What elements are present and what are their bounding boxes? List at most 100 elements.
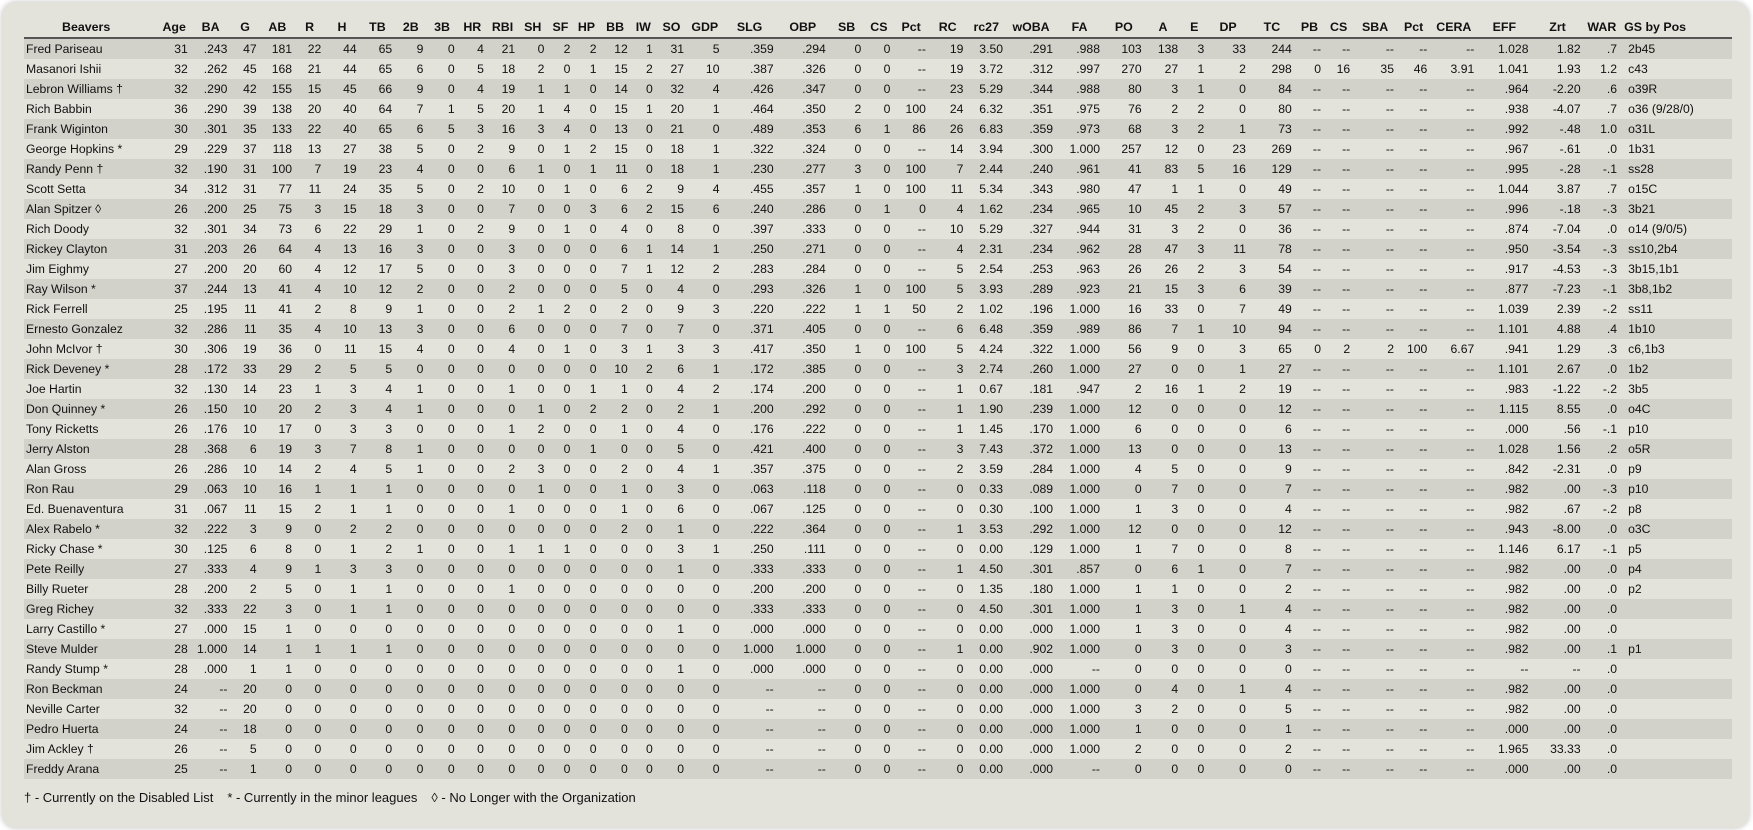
table-row[interactable]: Billy Rueter 28.200 2 5 0 1 1 0 0 0 1 0 0 0 0 0 0 0.200.2… — [24, 579, 1732, 599]
stat-cell: .100 — [1006, 499, 1057, 519]
column-header[interactable]: Zrt — [1531, 17, 1584, 39]
table-row[interactable]: Masanori Ishii 32.262 45 168 21 44 65 6 0 5 18 2 0 1 1… — [24, 59, 1732, 79]
table-row[interactable]: Ron Beckman 24 -- 20 0 0 0 0 0 0 0 0 0 0 0 0 0 0 0 -- -- 0 0 --… — [24, 679, 1732, 699]
table-row[interactable]: Freddy Arana 25 -- 1 0 0 0 0 0 0 0 0 0 0 0 0 0 0 0 -- -- 0 0 --… — [24, 759, 1732, 779]
column-header[interactable]: IW — [630, 17, 656, 39]
column-header[interactable]: SLG — [722, 17, 777, 39]
column-header[interactable]: SO — [655, 17, 688, 39]
column-header[interactable]: Pct — [1396, 17, 1431, 39]
table-row[interactable]: Alan Gross 26.286 10 14 2 4 5 1 0 0 2 3 0 0 2 0 4 1.357.3… — [24, 459, 1732, 479]
table-row[interactable]: Fred Pariseau 31.243 47 181 22 44 65 9 0 4 21 0 2 2 12… — [24, 38, 1732, 59]
stat-cell: 0 — [295, 579, 325, 599]
table-row[interactable]: Lebron Williams † 32.290 42 155 15 45 66 9 0 4 19 1… — [24, 79, 1732, 99]
stat-cell: 0 — [573, 679, 600, 699]
column-header[interactable]: RBI — [486, 17, 519, 39]
column-header[interactable]: A — [1144, 17, 1182, 39]
table-row[interactable]: Jim Eighmy 27.200 20 60 4 12 17 5 0 0 3 0 0 0 7 1 12 2.28… — [24, 259, 1732, 279]
stat-cell: 1 — [864, 299, 894, 319]
table-row[interactable]: Joe Hartin 32.130 14 23 1 3 4 1 0 0 1 0 0 1 1 0 4 2.174.2… — [24, 379, 1732, 399]
table-row[interactable]: Alex Rabelo * 32.222 3 9 0 2 2 0 0 0 0 0 0 0 2 0 1 0.222.… — [24, 519, 1732, 539]
column-header[interactable]: HR — [457, 17, 487, 39]
column-header[interactable]: Beavers — [24, 17, 158, 39]
table-row[interactable]: John McIvor † 30.306 19 36 0 11 15 4 0 0 4 0 1 0 3 1 3 3.… — [24, 339, 1732, 359]
table-row[interactable]: Pedro Huerta 24 -- 18 0 0 0 0 0 0 0 0 0 0 0 0 0 0 0 -- -- 0 0-… — [24, 719, 1732, 739]
column-header[interactable]: wOBA — [1006, 17, 1057, 39]
column-header[interactable]: WAR — [1583, 17, 1621, 39]
table-row[interactable]: Rich Doody 32.301 34 73 6 22 29 1 0 2 9 0 1 0 4 0 8 0.397… — [24, 219, 1732, 239]
table-row[interactable]: Alan Spitzer ◊ 26.200 25 75 3 15 18 3 0 0 7 0 0 3 6 2 15… — [24, 199, 1732, 219]
table-row[interactable]: Tony Ricketts 26.176 10 17 0 3 3 0 0 0 1 2 0 0 1 0 4 0.17… — [24, 419, 1732, 439]
column-header[interactable]: SF — [547, 17, 574, 39]
column-header[interactable]: G — [230, 17, 260, 39]
stat-cell: 4 — [359, 379, 396, 399]
column-header[interactable]: TB — [359, 17, 396, 39]
column-header[interactable]: rc27 — [966, 17, 1007, 39]
column-header[interactable]: OBP — [776, 17, 829, 39]
stat-cell: -- — [893, 579, 929, 599]
stat-cell: .357 — [722, 459, 777, 479]
table-row[interactable]: Rickey Clayton 31.203 26 64 4 13 16 3 0 0 3 0 0 0 6 1 14… — [24, 239, 1732, 259]
table-row[interactable]: Larry Castillo * 27.000 15 1 0 0 0 0 0 0 0 0 0 0 0 0 1 0.… — [24, 619, 1732, 639]
table-row[interactable]: Rick Deveney * 28.172 33 29 2 5 5 0 0 0 0 0 0 0 10 2 6 1.… — [24, 359, 1732, 379]
column-header[interactable]: GS by Pos — [1620, 17, 1732, 39]
table-row[interactable]: Steve Mulder 28 1.000 14 1 1 1 1 0 0 0 0 0 0 0 0 0 0 0 1.00… — [24, 639, 1732, 659]
column-header[interactable]: CS — [864, 17, 894, 39]
table-row[interactable]: George Hopkins * 29.229 37 118 13 27 38 5 0 2 9 0 1 2… — [24, 139, 1732, 159]
stat-cell: .000 — [1006, 699, 1057, 719]
table-row[interactable]: Don Quinney * 26.150 10 20 2 3 4 1 0 0 0 1 0 2 2 0 2 1.20… — [24, 399, 1732, 419]
table-row[interactable]: Ray Wilson * 37.244 13 41 4 10 12 2 0 0 2 0 0 0 5 0 4 0.2… — [24, 279, 1732, 299]
column-header[interactable]: HP — [573, 17, 600, 39]
table-row[interactable]: Frank Wiginton 30.301 35 133 22 40 65 6 5 3 16 3 4 0 1… — [24, 119, 1732, 139]
stat-cell: 1.146 — [1477, 539, 1532, 559]
column-header[interactable]: 2B — [395, 17, 427, 39]
column-header[interactable]: CS — [1324, 17, 1354, 39]
column-header[interactable]: PO — [1103, 17, 1145, 39]
column-header[interactable]: BB — [599, 17, 631, 39]
table-row[interactable]: Neville Carter 32 -- 20 0 0 0 0 0 0 0 0 0 0 0 0 0 0 0 -- -- 0… — [24, 699, 1732, 719]
stat-cell: 3 — [295, 439, 325, 459]
stat-cell: .982 — [1477, 619, 1532, 639]
table-row[interactable]: Greg Richey 32.333 22 3 0 1 1 0 0 0 0 0 0 0 0 0 0 0.333.3… — [24, 599, 1732, 619]
table-row[interactable]: Rick Ferrell 25.195 11 41 2 8 9 1 0 0 2 1 2 0 2 0 9 3.220… — [24, 299, 1732, 319]
column-header[interactable]: SBA — [1353, 17, 1397, 39]
stat-cell: -- — [1353, 459, 1397, 479]
stat-cell: -4.07 — [1531, 99, 1584, 119]
column-header[interactable]: GDP — [687, 17, 723, 39]
stat-cell: -- — [1430, 599, 1478, 619]
table-row[interactable]: Pete Reilly 27.333 4 9 1 3 3 0 0 0 0 0 0 0 0 0 1 0.333.33… — [24, 559, 1732, 579]
stat-cell: 0 — [864, 339, 894, 359]
player-name-cell: Don Quinney * — [24, 399, 158, 419]
table-row[interactable]: Ricky Chase * 30.125 6 8 0 1 2 1 0 0 1 1 1 0 0 0 3 1.250.… — [24, 539, 1732, 559]
stat-cell: -- — [1324, 539, 1354, 559]
column-header[interactable]: PB — [1294, 17, 1325, 39]
column-header[interactable]: RC — [928, 17, 967, 39]
column-header[interactable]: Age — [157, 17, 191, 39]
column-header[interactable]: SH — [518, 17, 548, 39]
column-header[interactable]: TC — [1248, 17, 1295, 39]
table-row[interactable]: Ed. Buenaventura 31.067 11 15 2 1 1 0 0 0 1 0 0 0 1 0 6 0… — [24, 499, 1732, 519]
column-header[interactable]: Pct — [893, 17, 929, 39]
column-header[interactable]: AB — [259, 17, 296, 39]
column-header[interactable]: SB — [828, 17, 865, 39]
column-header[interactable]: R — [295, 17, 325, 39]
table-row[interactable]: Ernesto Gonzalez 32.286 11 35 4 10 13 3 0 0 6 0 0 0 7 0… — [24, 319, 1732, 339]
table-row[interactable]: Randy Stump * 28.000 1 1 0 0 0 0 0 0 0 0 0 0 0 0 1 0.000.… — [24, 659, 1732, 679]
column-header[interactable]: BA — [190, 17, 231, 39]
table-row[interactable]: Scott Setta 34.312 31 77 11 24 35 5 0 2 10 0 1 0 6 2 9 4.… — [24, 179, 1732, 199]
table-row[interactable]: Jerry Alston 28.368 6 19 3 7 8 1 0 0 0 0 0 1 0 0 5 0.421.… — [24, 439, 1732, 459]
stat-cell: 10 — [324, 279, 360, 299]
column-header[interactable]: EFF — [1477, 17, 1532, 39]
column-header[interactable]: H — [324, 17, 360, 39]
table-row[interactable]: Rich Babbin 36.290 39 138 20 40 64 7 1 5 20 1 4 0 15 1 2… — [24, 99, 1732, 119]
table-row[interactable]: Ron Rau 29.063 10 16 1 1 1 0 0 0 0 1 0 0 1 0 3 0.063.118 0… — [24, 479, 1732, 499]
stat-cell: 9 — [655, 299, 688, 319]
column-header[interactable]: 3B — [426, 17, 458, 39]
stat-cell: 1.56 — [1531, 439, 1584, 459]
table-row[interactable]: Jim Ackley † 26 -- 5 0 0 0 0 0 0 0 0 0 0 0 0 0 0 0 -- -- 0 0 --… — [24, 739, 1732, 759]
table-row[interactable]: Randy Penn † 32.190 31 100 7 19 23 4 0 0 6 1 0 1 11 0 18… — [24, 159, 1732, 179]
stat-cell: 0 — [1181, 739, 1208, 759]
column-header[interactable]: CERA — [1430, 17, 1478, 39]
column-header[interactable]: FA — [1056, 17, 1103, 39]
column-header[interactable]: DP — [1207, 17, 1249, 39]
column-header[interactable]: E — [1181, 17, 1208, 39]
